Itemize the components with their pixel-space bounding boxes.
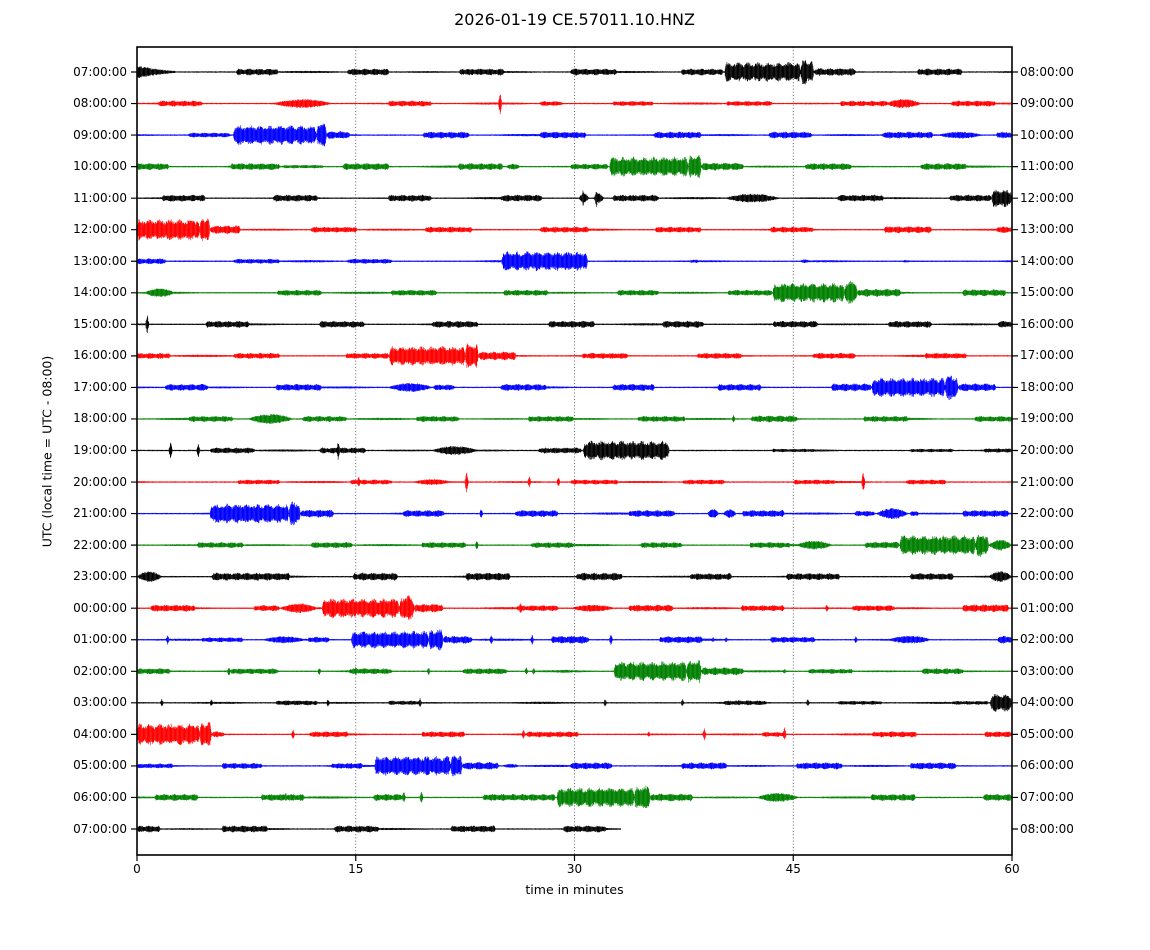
- right-time-label: 07:00:00: [1020, 789, 1074, 804]
- left-time-label: 12:00:00: [73, 222, 127, 237]
- right-time-label: 04:00:00: [1020, 695, 1074, 710]
- x-tick-label: 60: [1004, 862, 1020, 876]
- left-time-label: 14:00:00: [73, 285, 127, 300]
- right-time-label: 11:00:00: [1020, 159, 1074, 174]
- right-time-label: 17:00:00: [1020, 348, 1074, 363]
- left-time-label: 03:00:00: [73, 695, 127, 710]
- right-time-label: 02:00:00: [1020, 632, 1074, 647]
- right-time-label: 18:00:00: [1020, 379, 1074, 394]
- right-time-label: 01:00:00: [1020, 600, 1074, 615]
- left-time-label: 06:00:00: [73, 789, 127, 804]
- left-time-label: 20:00:00: [73, 474, 127, 489]
- left-time-label: 15:00:00: [73, 316, 127, 331]
- left-time-label: 17:00:00: [73, 379, 127, 394]
- x-tick-label: 45: [785, 862, 801, 876]
- right-time-label: 14:00:00: [1020, 253, 1074, 268]
- right-time-label: 08:00:00: [1020, 821, 1074, 836]
- left-time-label: 16:00:00: [73, 348, 127, 363]
- left-time-label: 08:00:00: [73, 96, 127, 111]
- right-time-label: 20:00:00: [1020, 443, 1074, 457]
- right-time-label: 23:00:00: [1020, 537, 1074, 552]
- left-time-label: 00:00:00: [73, 600, 127, 615]
- left-time-label: 05:00:00: [73, 758, 127, 773]
- left-time-label: 11:00:00: [73, 190, 127, 205]
- x-tick-label: 30: [566, 862, 583, 876]
- right-time-label: 21:00:00: [1020, 474, 1074, 489]
- right-time-label: 22:00:00: [1020, 506, 1074, 521]
- right-time-label: 08:00:00: [1020, 64, 1074, 79]
- left-time-label: 04:00:00: [73, 726, 127, 741]
- x-axis-label: time in minutes: [525, 882, 624, 897]
- right-time-label: 16:00:00: [1020, 316, 1074, 331]
- x-tick-label: 0: [133, 862, 141, 876]
- left-time-label: 18:00:00: [73, 411, 127, 426]
- right-time-label: 19:00:00: [1020, 411, 1074, 426]
- left-time-label: 07:00:00: [73, 821, 127, 836]
- left-time-label: 22:00:00: [73, 537, 127, 552]
- left-time-label: 19:00:00: [73, 443, 127, 457]
- left-time-label: 02:00:00: [73, 663, 127, 678]
- right-time-label: 13:00:00: [1020, 222, 1074, 237]
- right-time-label: 06:00:00: [1020, 758, 1074, 773]
- right-time-label: 00:00:00: [1020, 569, 1074, 584]
- left-time-label: 09:00:00: [73, 127, 127, 142]
- chart-title: 2026-01-19 CE.57011.10.HNZ: [454, 10, 695, 29]
- left-time-label: 10:00:00: [73, 159, 127, 174]
- right-time-label: 03:00:00: [1020, 663, 1074, 678]
- right-time-label: 15:00:00: [1020, 285, 1074, 300]
- right-time-label: 09:00:00: [1020, 96, 1074, 111]
- x-tick-label: 15: [348, 862, 364, 876]
- left-time-label: 21:00:00: [73, 506, 127, 521]
- right-time-label: 05:00:00: [1020, 726, 1074, 741]
- left-time-label: 13:00:00: [73, 253, 127, 268]
- left-time-label: 01:00:00: [73, 632, 127, 647]
- left-time-label: 07:00:00: [73, 64, 127, 79]
- right-time-label: 10:00:00: [1020, 127, 1074, 142]
- right-time-label: 12:00:00: [1020, 190, 1074, 205]
- left-time-label: 23:00:00: [73, 569, 127, 584]
